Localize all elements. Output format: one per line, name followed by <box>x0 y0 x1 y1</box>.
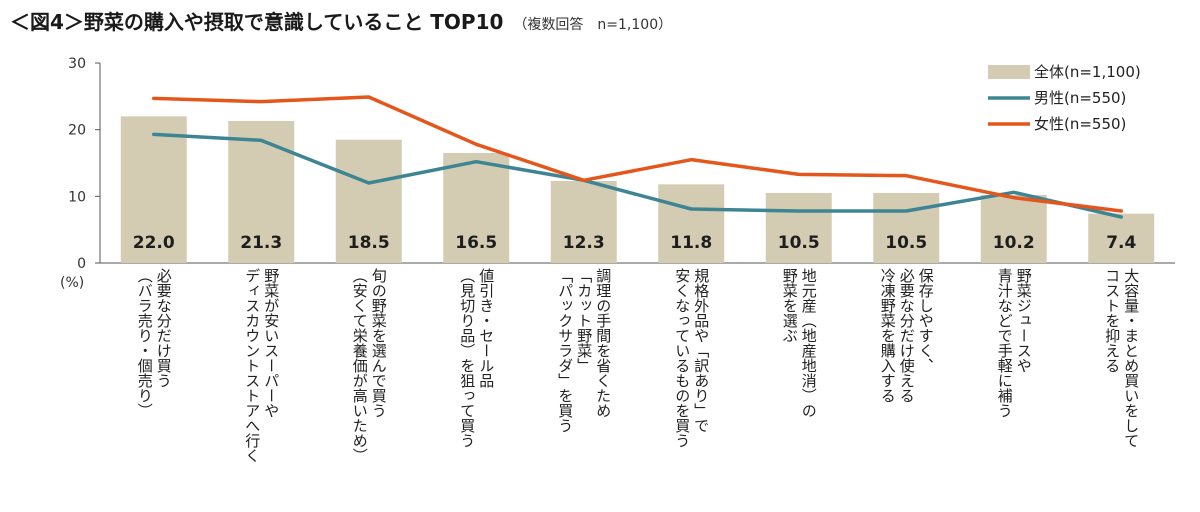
category-label-line: 青汁などで手軽に補う <box>995 268 1014 418</box>
bar <box>765 193 832 263</box>
legend-entry: 男性(n=550) <box>1034 89 1126 107</box>
category-label-line: 「カット野菜」 <box>575 268 594 373</box>
category-label: 野菜が安いスーパーや ディスカウントストアへ行く <box>242 268 280 463</box>
bar-value-label: 21.3 <box>240 233 282 253</box>
category-label-line: （バラ売り・個売り） <box>135 268 154 418</box>
category-label: 野菜ジュースや 青汁などで手軽に補う <box>995 268 1033 418</box>
bar <box>550 181 617 263</box>
category-label-line: （見切り品）を狙って買う <box>458 268 477 448</box>
bar-value-label: 10.5 <box>885 233 927 253</box>
bar <box>658 184 725 263</box>
series-line <box>152 95 1123 213</box>
category-label-line: 大容量・まとめ買いをして <box>1122 268 1141 448</box>
chart-subtitle: （複数回答 n=1,100） <box>513 17 673 33</box>
bar <box>873 193 940 263</box>
category-label: 地元産（地産地消）の 野菜を選ぶ <box>780 268 818 418</box>
legend-swatch-bar <box>988 65 1030 79</box>
category-label-line: 野菜が安いスーパーや <box>262 268 281 418</box>
bar-value-label: 16.5 <box>455 233 497 253</box>
category-label-line: 必要な分だけ買う <box>154 268 173 388</box>
bar <box>228 121 295 263</box>
bar-value-label: 7.4 <box>1106 233 1136 253</box>
bar-value-label: 12.3 <box>563 233 605 253</box>
category-label-line: コストを抑える <box>1103 268 1122 373</box>
bar <box>443 153 510 263</box>
category-label: 規格外品や「訳あり」で 安くなっているものを買う <box>672 268 710 448</box>
category-label-line: ディスカウントストアへ行く <box>243 268 262 463</box>
y-tick-label: 30 <box>68 56 86 72</box>
bar-value-label: 18.5 <box>348 233 390 253</box>
bar <box>1088 213 1155 263</box>
bar <box>335 139 402 263</box>
bar <box>120 116 187 263</box>
category-label-line: （安くて栄養価が高いため） <box>350 268 369 463</box>
category-label-line: 野菜を選ぶ <box>780 268 799 343</box>
category-label: 必要な分だけ買う （バラ売り・個売り） <box>135 268 173 418</box>
bar <box>980 195 1047 263</box>
category-label-line: 地元産（地産地消）の <box>799 268 818 418</box>
category-label-line: 「パックサラダ」を買う <box>556 268 575 433</box>
category-label-line: 安くなっているものを買う <box>673 268 692 448</box>
bar-value-label: 10.2 <box>993 233 1035 253</box>
category-label-line: 冷凍野菜を購入する <box>878 268 897 403</box>
bar-value-label: 22.0 <box>133 233 175 253</box>
y-tick-label: 20 <box>68 123 86 139</box>
category-label-line: 保存しやすく、 <box>916 268 935 373</box>
category-label: 旬の野菜を選んで買う （安くて栄養価が高いため） <box>350 268 388 463</box>
category-label-line: 調理の手間を省くため <box>594 268 613 418</box>
title-row: ＜図4＞野菜の購入や摂取で意識していること TOP10 （複数回答 n=1,100… <box>10 6 672 40</box>
category-label: 調理の手間を省くため 「カット野菜」 「パックサラダ」を買う <box>555 268 612 433</box>
category-label: 大容量・まとめ買いをして コストを抑える <box>1102 268 1140 448</box>
category-label-line: 旬の野菜を選んで買う <box>369 268 388 418</box>
series-line <box>152 132 1123 219</box>
category-label-line: 野菜ジュースや <box>1014 268 1033 373</box>
category-label: 保存しやすく、 必要な分だけ使える 冷凍野菜を購入する <box>878 268 935 403</box>
legend-entry: 全体(n=1,100) <box>1034 63 1141 81</box>
y-tick-label: 0 <box>77 256 86 272</box>
bar-value-label: 11.8 <box>670 233 712 253</box>
category-label: 値引き・セール品 （見切り品）を狙って買う <box>457 268 495 448</box>
y-tick-label: 10 <box>68 189 86 205</box>
bar-value-label: 10.5 <box>778 233 820 253</box>
category-label-line: 必要な分だけ使える <box>897 268 916 403</box>
category-label-line: 値引き・セール品 <box>477 268 496 388</box>
category-label-line: 規格外品や「訳あり」で <box>692 268 711 433</box>
y-axis-unit: (%) <box>60 275 84 291</box>
chart-title: ＜図4＞野菜の購入や摂取で意識していること TOP10 <box>10 10 504 34</box>
legend-entry: 女性(n=550) <box>1034 115 1126 133</box>
